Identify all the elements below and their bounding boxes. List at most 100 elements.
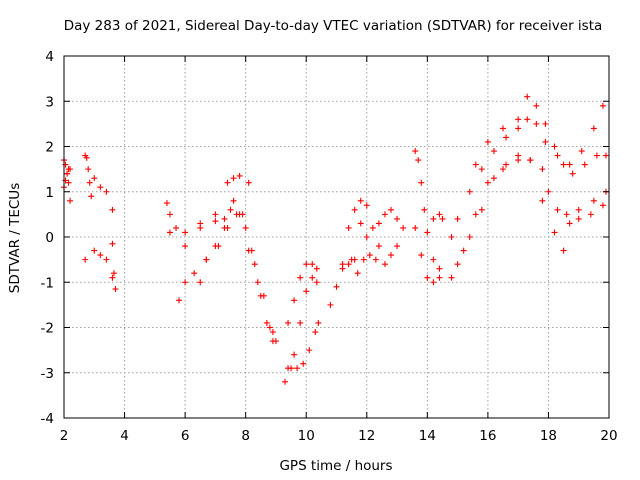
- data-point: [566, 161, 573, 168]
- data-point: [103, 256, 110, 263]
- data-point: [166, 211, 173, 218]
- data-point: [64, 170, 71, 177]
- y-axis-label: SDTVAR / TECUs: [7, 183, 23, 293]
- data-point: [173, 224, 180, 231]
- data-point: [109, 206, 116, 213]
- series-arc-q: [357, 206, 401, 240]
- series-arc-m: [285, 261, 320, 326]
- data-point: [503, 134, 510, 141]
- data-point: [306, 347, 313, 354]
- data-point: [490, 175, 497, 182]
- data-point: [363, 234, 370, 240]
- chart-title: Day 283 of 2021, Sidereal Day-to-day VTE…: [64, 18, 603, 34]
- data-point: [581, 161, 588, 168]
- data-point: [67, 197, 74, 204]
- data-point: [554, 152, 561, 159]
- data-point: [65, 179, 72, 186]
- data-point: [221, 215, 228, 222]
- data-point: [182, 243, 189, 250]
- data-point: [478, 166, 485, 173]
- data-point: [291, 297, 298, 304]
- series-arc-d: [91, 175, 116, 213]
- y-tick-label: 2: [45, 140, 54, 156]
- data-point: [333, 283, 340, 290]
- series-arc-f: [109, 240, 119, 293]
- data-point: [366, 252, 373, 259]
- x-tick-label: 20: [600, 428, 617, 444]
- data-point: [569, 170, 576, 177]
- data-point: [297, 274, 304, 281]
- data-point: [109, 240, 116, 247]
- data-point: [590, 125, 597, 132]
- data-point: [369, 224, 376, 231]
- data-point: [288, 365, 295, 372]
- data-point: [269, 338, 276, 345]
- data-point: [421, 206, 428, 213]
- data-point: [372, 256, 379, 263]
- data-point: [351, 206, 358, 213]
- data-point: [524, 93, 531, 100]
- data-point: [533, 120, 540, 127]
- data-point: [221, 224, 228, 231]
- y-tick-label: -3: [41, 366, 54, 382]
- data-point: [182, 279, 189, 286]
- data-point: [454, 261, 461, 268]
- data-point: [388, 252, 394, 259]
- x-tick-label: 8: [241, 428, 250, 444]
- data-point: [230, 197, 237, 204]
- data-point: [430, 215, 437, 222]
- data-point: [83, 154, 90, 161]
- data-point: [554, 206, 561, 213]
- series-arc-i: [176, 211, 276, 336]
- data-point: [539, 197, 546, 204]
- series-arc-j: [197, 206, 276, 345]
- x-axis-label: GPS time / hours: [279, 458, 392, 474]
- axis-ticks: [63, 55, 610, 419]
- data-point: [424, 274, 431, 281]
- data-point: [430, 256, 437, 263]
- data-point: [599, 102, 606, 109]
- data-point: [82, 256, 89, 263]
- series-arc-x: [448, 157, 609, 281]
- data-point: [266, 324, 273, 331]
- y-tick-label: -2: [41, 321, 54, 337]
- data-point: [515, 116, 522, 123]
- x-tick-label: 16: [479, 428, 496, 444]
- data-point: [309, 261, 316, 268]
- data-point: [527, 157, 534, 164]
- series-arc-h: [166, 197, 279, 345]
- x-tick-label: 10: [298, 428, 315, 444]
- data-point: [303, 288, 310, 295]
- data-point: [182, 229, 189, 236]
- data-point: [251, 261, 258, 268]
- data-point: [566, 220, 573, 227]
- data-point: [466, 188, 473, 195]
- data-point: [545, 188, 552, 195]
- data-point: [381, 261, 388, 268]
- series-arc-o: [339, 197, 370, 268]
- data-point: [524, 116, 531, 123]
- x-tick-label: 2: [60, 428, 69, 444]
- data-point: [375, 243, 382, 250]
- data-point: [294, 365, 301, 372]
- data-point: [503, 161, 510, 168]
- data-point: [424, 229, 431, 236]
- x-tick-label: 14: [419, 428, 436, 444]
- data-point: [542, 120, 549, 127]
- data-point: [466, 234, 473, 240]
- data-point: [91, 247, 98, 254]
- data-point: [388, 206, 394, 213]
- data-point: [542, 138, 549, 145]
- data-point: [533, 102, 540, 109]
- data-point: [478, 206, 485, 213]
- y-tick-label: -1: [41, 275, 54, 291]
- y-tick-label: -4: [41, 411, 54, 427]
- data-point: [500, 166, 507, 173]
- x-tick-label: 4: [120, 428, 129, 444]
- data-point: [242, 224, 249, 231]
- data-point: [297, 319, 304, 326]
- data-point: [381, 211, 388, 218]
- series-arc-b: [61, 166, 74, 191]
- data-point: [430, 279, 437, 286]
